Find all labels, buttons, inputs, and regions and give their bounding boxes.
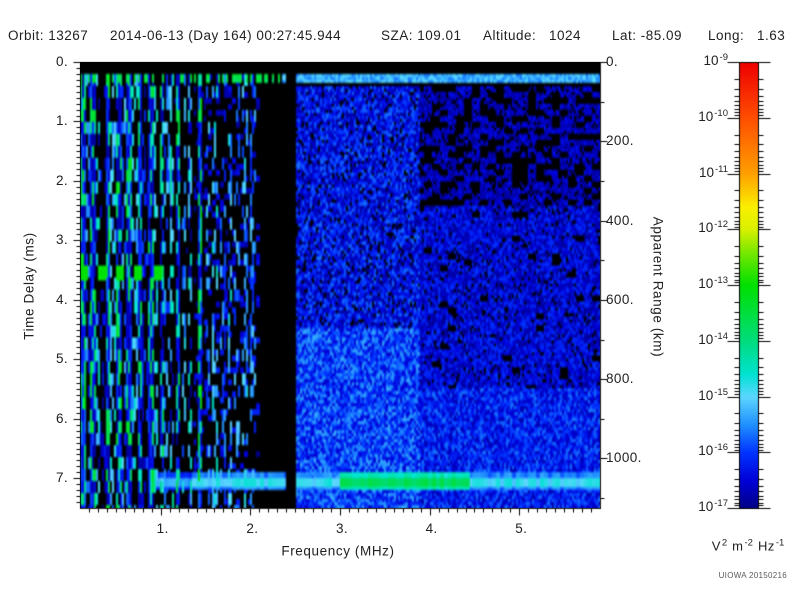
colorbar-tick-base: 10: [703, 53, 719, 68]
unit-exponent: 2: [721, 537, 728, 549]
y2-axis-tick-label: 0.: [606, 54, 619, 69]
y-axis-label-right-text: Apparent Range (km): [650, 216, 666, 358]
colorbar-tick-base: 10: [698, 220, 714, 236]
colorbar-tick-label: 10-11: [698, 163, 728, 180]
colorbar-tick-exponent: -14: [714, 330, 728, 342]
unit-base: Hz: [757, 538, 775, 554]
y-axis-tick-label: 0.: [55, 54, 68, 69]
y-axis-tick-label: 6.: [55, 410, 68, 426]
colorbar-tick-exponent: -13: [714, 275, 728, 286]
colorbar-tick-base: 10: [698, 108, 714, 124]
unit-base: m: [732, 538, 744, 554]
x-axis-label-text: Frequency (MHz): [281, 543, 395, 559]
credit-text: UIOWA 20150216: [718, 571, 787, 580]
unit-base: V: [711, 538, 721, 554]
colorbar-tick-label: 10-12: [698, 219, 728, 236]
colorbar-tick-label: 10-13: [698, 275, 728, 291]
colorbar-tick-base: 10: [698, 164, 714, 180]
colorbar-tick-label: 10-16: [698, 442, 728, 459]
y-axis-label-left-text: Time Delay (ms): [21, 232, 37, 340]
unit-exponent: -1: [775, 537, 785, 549]
colorbar-tick-label: 10-14: [698, 330, 728, 347]
y-axis-tick-label: 7.: [55, 470, 68, 486]
y-axis-tick-label: 1.: [55, 113, 68, 129]
y2-axis-tick-label: 400.: [606, 212, 634, 228]
colorbar-tick-label: 10-9: [703, 52, 728, 68]
y-axis-tick-label: 3.: [55, 232, 68, 248]
y-axis-tick-label: 5.: [55, 351, 68, 367]
colorbar-tick-exponent: -11: [714, 163, 728, 175]
colorbar-tick-label: 10-17: [698, 498, 728, 514]
y2-axis-tick-label: 1000.: [606, 450, 642, 466]
colorbar-tick-label: 10-15: [698, 386, 728, 403]
colorbar-tick-base: 10: [698, 499, 714, 514]
colorbar-tick-exponent: -10: [714, 107, 728, 119]
colorbar-tick-base: 10: [698, 387, 714, 403]
colorbar-tick-exponent: -15: [714, 386, 728, 398]
y-axis-tick-label: 2.: [55, 172, 68, 188]
y-axis-tick-label: 4.: [55, 291, 68, 307]
colorbar-unit-label: V2 m-2 Hz-1: [711, 537, 785, 554]
y2-axis-tick-label: 200.: [606, 133, 634, 149]
colorbar-tick-label: 10-10: [698, 107, 728, 124]
x-axis-tick-label: 3.: [335, 521, 349, 536]
x-axis-tick-label: 4.: [425, 521, 438, 536]
colorbar-tick-exponent: -16: [714, 442, 728, 454]
colorbar-tick-base: 10: [698, 276, 714, 291]
colorbar-tick-exponent: -9: [719, 52, 728, 63]
x-axis-tick-label: 1.: [156, 521, 169, 536]
y2-axis-tick-label: 800.: [606, 371, 634, 387]
colorbar-tick-base: 10: [698, 331, 714, 347]
unit-exponent: -2: [744, 537, 753, 549]
colorbar-tick-exponent: -12: [714, 219, 728, 231]
colorbar-tick-exponent: -17: [714, 498, 728, 509]
y2-axis-tick-label: 600.: [606, 291, 634, 307]
x-axis-tick-label: 2.: [246, 521, 259, 536]
x-axis-tick-label: 5.: [515, 521, 528, 536]
colorbar-tick-base: 10: [698, 443, 714, 459]
